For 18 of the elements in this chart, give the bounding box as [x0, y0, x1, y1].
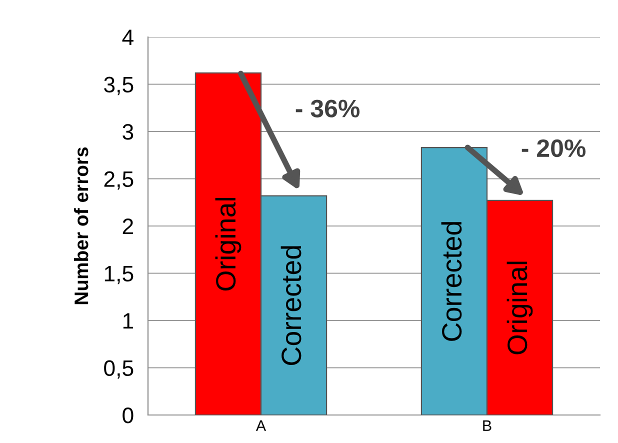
y-tick-label: 3,5: [104, 76, 134, 96]
y-tick-label: 1: [123, 313, 134, 329]
y-tick-label: 3: [122, 124, 134, 140]
y-tick-label: 4: [122, 30, 134, 46]
x-tick-label: B: [483, 420, 492, 431]
x-tick-label: A: [256, 420, 266, 431]
y-tick-label: 0,5: [104, 360, 134, 379]
data-label: Corrected: [280, 246, 302, 365]
data-label: Original: [215, 198, 242, 290]
data-label: Original: [506, 262, 533, 354]
y-tick-label: 1,5: [104, 266, 134, 284]
annotation: - 20%: [522, 139, 586, 158]
y-axis-title: Number of errors: [74, 147, 88, 304]
annotation: - 36%: [296, 100, 360, 118]
y-tick-label: 0: [122, 408, 134, 424]
y-tick-label: 2,5: [104, 171, 134, 190]
data-label: Corrected: [441, 222, 462, 341]
y-tick-label: 2: [122, 218, 133, 234]
